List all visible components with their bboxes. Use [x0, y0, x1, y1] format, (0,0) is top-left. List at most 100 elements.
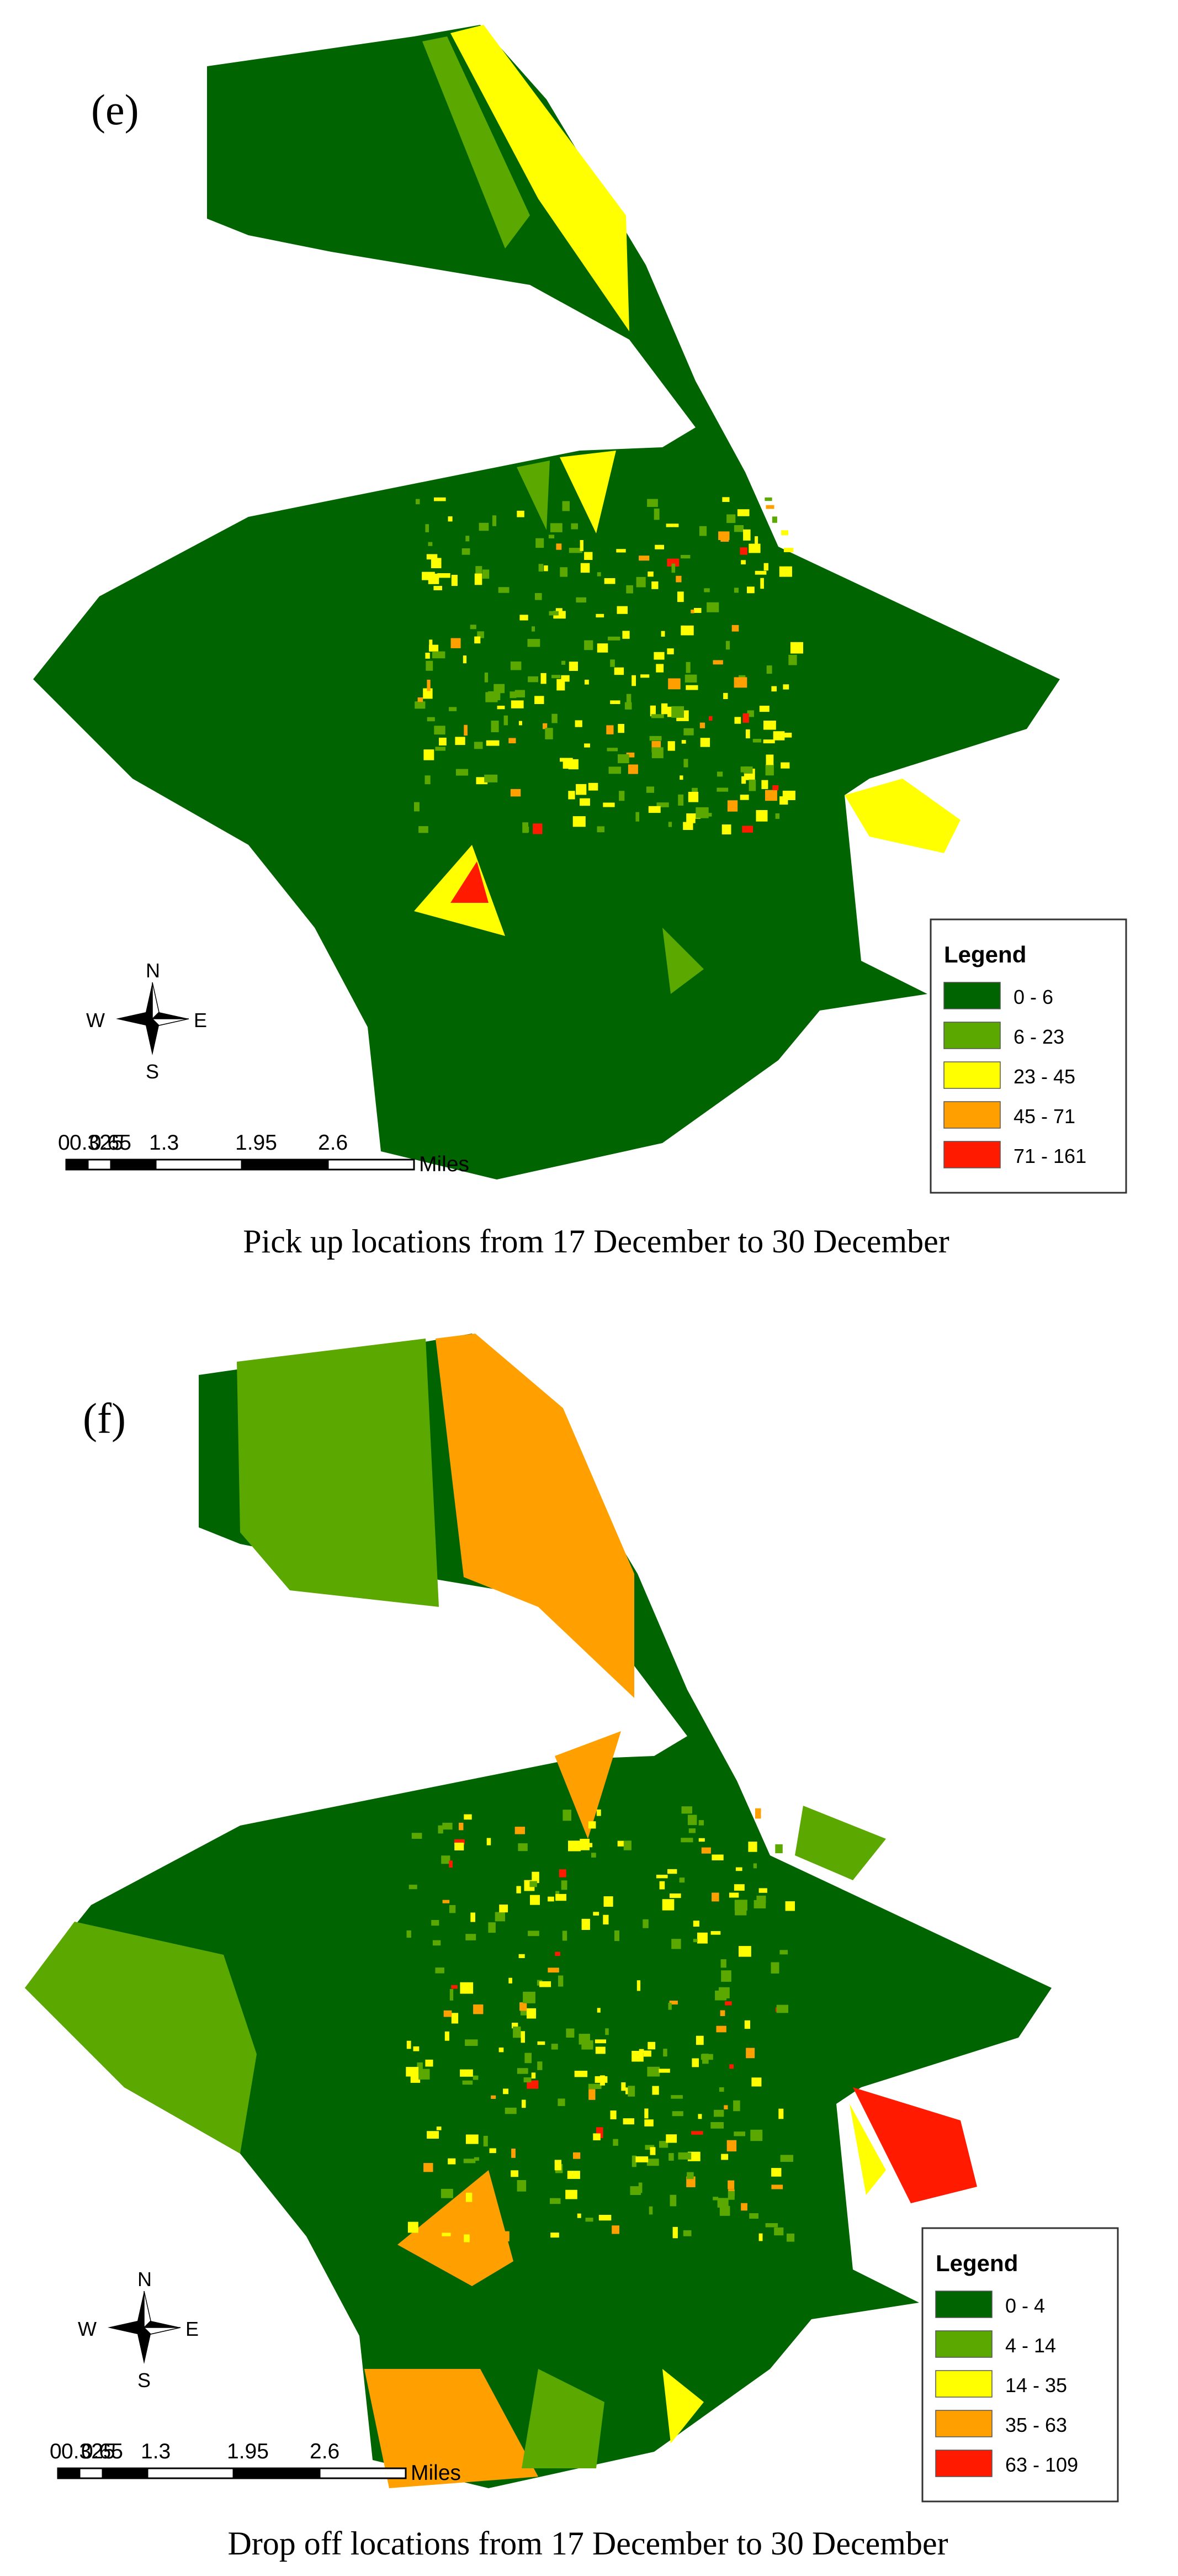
scale-unit: Miles	[411, 2461, 461, 2485]
hotspot	[449, 707, 457, 711]
hotspot	[697, 1932, 708, 1944]
hotspot	[750, 2129, 763, 2141]
hotspot	[699, 526, 707, 536]
region	[853, 2087, 978, 2203]
hotspot	[441, 1855, 450, 1864]
hotspot	[571, 523, 579, 530]
hotspot	[710, 2122, 724, 2129]
hotspot	[639, 556, 650, 561]
map-panel: (e) Legend 0 - 6 6 - 23 23 - 45 45 - 71 71 - 1…	[33, 25, 1127, 1260]
hotspot	[406, 2040, 411, 2049]
hotspot	[584, 640, 593, 650]
hotspot	[580, 540, 583, 551]
hotspot	[519, 2002, 527, 2011]
hotspot	[428, 542, 433, 546]
hotspot	[759, 706, 770, 712]
region	[845, 779, 961, 853]
hotspot	[681, 625, 694, 636]
hotspot	[650, 705, 656, 717]
legend-title: Legend	[944, 941, 1026, 967]
hotspot	[465, 1934, 476, 1940]
hotspot	[470, 625, 476, 630]
hotspot	[433, 586, 443, 590]
hotspot	[574, 2071, 588, 2077]
hotspot	[667, 1869, 677, 1874]
hotspot	[623, 1840, 632, 1850]
hotspot	[735, 1867, 742, 1871]
hotspot	[632, 2051, 644, 2062]
scale-segment	[155, 1159, 243, 1171]
hotspot	[672, 2111, 683, 2117]
hotspot	[694, 608, 702, 613]
hotspot	[473, 2004, 484, 2014]
hotspot	[482, 569, 490, 579]
hotspot	[488, 1922, 496, 1933]
scale-label: 2.6	[310, 2440, 339, 2463]
hotspot	[534, 696, 544, 704]
hotspot	[588, 2089, 596, 2100]
hotspot	[747, 586, 755, 594]
hotspot	[488, 691, 501, 701]
hotspot	[474, 742, 483, 749]
hotspot	[623, 2118, 635, 2125]
compass: N S E W	[78, 2268, 199, 2392]
hotspot	[734, 717, 741, 724]
hotspot	[431, 1920, 439, 1926]
hotspot	[584, 552, 593, 560]
hotspot	[749, 2213, 759, 2219]
hotspot	[722, 1972, 728, 1976]
legend: Legend 0 - 6 6 - 23 23 - 45 45 - 71 71 - 161	[930, 918, 1127, 1194]
hotspot	[752, 739, 762, 743]
hotspot	[661, 631, 665, 637]
hotspot	[734, 525, 744, 532]
hotspot	[463, 655, 467, 664]
hotspot	[720, 1959, 726, 1968]
scale-segment	[65, 1159, 89, 1171]
hotspot	[518, 721, 522, 726]
hotspot	[648, 806, 661, 813]
hotspot	[569, 662, 579, 671]
hotspot	[558, 2098, 565, 2106]
hotspot	[744, 2020, 751, 2029]
hotspot	[686, 813, 696, 823]
hotspot	[651, 581, 659, 589]
hotspot	[670, 2194, 677, 2207]
hotspot	[652, 2086, 659, 2095]
hotspot	[555, 608, 563, 613]
hotspot	[577, 2213, 581, 2218]
scale-segment	[110, 1159, 157, 1171]
hotspot	[551, 675, 561, 679]
hotspot	[586, 1843, 593, 1848]
hotspot	[693, 1921, 699, 1927]
hotspot	[550, 2198, 561, 2204]
hotspot	[495, 1912, 506, 1922]
scale-segment	[319, 2467, 407, 2479]
hotspot	[617, 1840, 624, 1847]
hotspot	[508, 738, 516, 744]
hotspot	[698, 1838, 705, 1842]
hotspot	[429, 639, 433, 647]
hotspot	[776, 2004, 789, 2013]
hotspot	[617, 606, 628, 614]
hotspot	[486, 1838, 491, 1845]
legend-label: 4 - 14	[1005, 2334, 1056, 2357]
hotspot	[698, 2114, 702, 2119]
hotspot	[492, 515, 497, 526]
hotspot	[712, 1854, 724, 1860]
region	[522, 2369, 605, 2468]
hotspot	[753, 1863, 757, 1869]
hotspot	[554, 2160, 562, 2171]
hotspot	[683, 759, 688, 768]
hotspot	[659, 2141, 668, 2148]
hotspot	[722, 497, 730, 502]
legend-label: 6 - 23	[1013, 1025, 1064, 1048]
hotspot	[521, 2031, 526, 2043]
hotspot	[516, 1886, 521, 1893]
hotspot	[580, 563, 590, 573]
hotspot	[426, 660, 433, 671]
hotspot	[558, 1975, 564, 1987]
hotspot	[580, 798, 590, 806]
hotspot	[408, 1885, 417, 1890]
hotspot	[672, 2226, 678, 2239]
hotspot	[725, 641, 730, 650]
